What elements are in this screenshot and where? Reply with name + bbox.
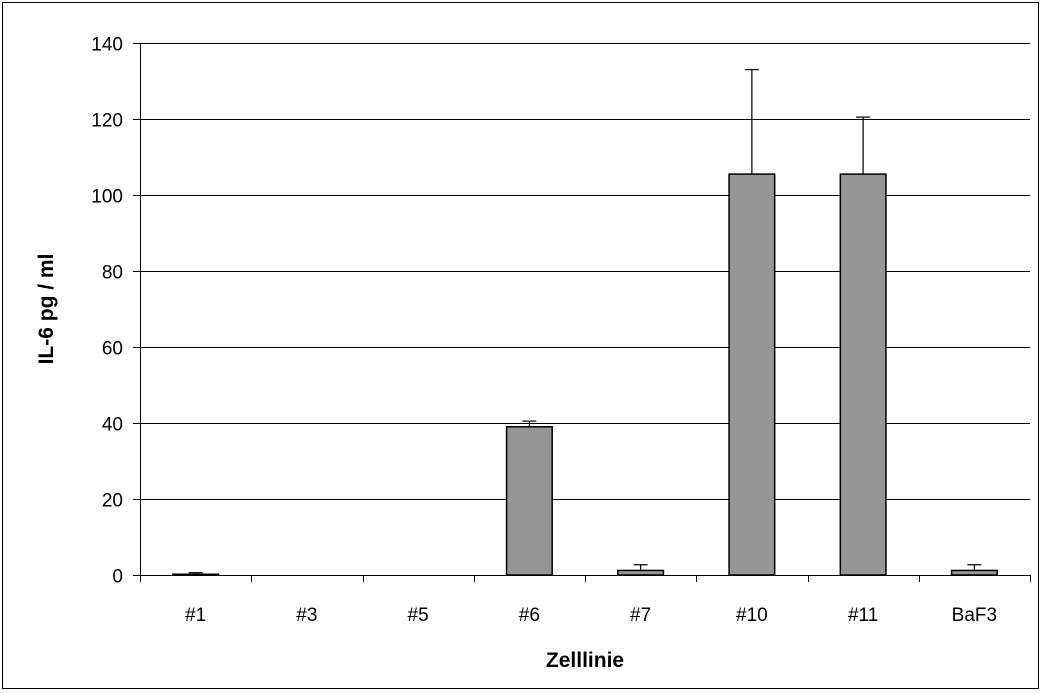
axes <box>133 43 1031 582</box>
x-tick-label: BaF3 <box>952 605 997 626</box>
x-tick-label: #11 <box>848 605 878 626</box>
bar <box>617 569 665 576</box>
tick-labels: 0 20 40 60 80 100 120 140 #1 #3 #5 #6 #7 #10 #11 BaF3 <box>91 35 997 627</box>
y-axis-title: IL-6 pg / ml <box>35 254 58 365</box>
x-tick-label: #5 <box>408 605 429 626</box>
bar <box>728 173 776 576</box>
bars <box>172 68 998 576</box>
y-tick-label: 0 <box>112 567 123 588</box>
bar <box>505 426 553 576</box>
y-tick-label: 120 <box>91 111 123 132</box>
x-tick-label: #1 <box>185 605 206 626</box>
y-tick-label: 80 <box>102 263 123 284</box>
y-tick-label: 20 <box>102 491 123 512</box>
x-tick-label: #6 <box>519 605 540 626</box>
y-tick-label: 40 <box>102 415 123 436</box>
x-tick-label: #7 <box>630 605 651 626</box>
x-tick-label: #10 <box>736 605 768 626</box>
bar <box>950 569 998 576</box>
y-tick-label: 60 <box>102 339 123 360</box>
bar <box>172 573 220 576</box>
gridlines <box>140 43 1030 500</box>
y-tick-label: 100 <box>91 187 123 208</box>
x-tick-label: #3 <box>296 605 317 626</box>
x-axis-title: Zelllinie <box>546 649 624 672</box>
y-tick-label: 140 <box>91 35 123 56</box>
bar <box>839 173 887 576</box>
